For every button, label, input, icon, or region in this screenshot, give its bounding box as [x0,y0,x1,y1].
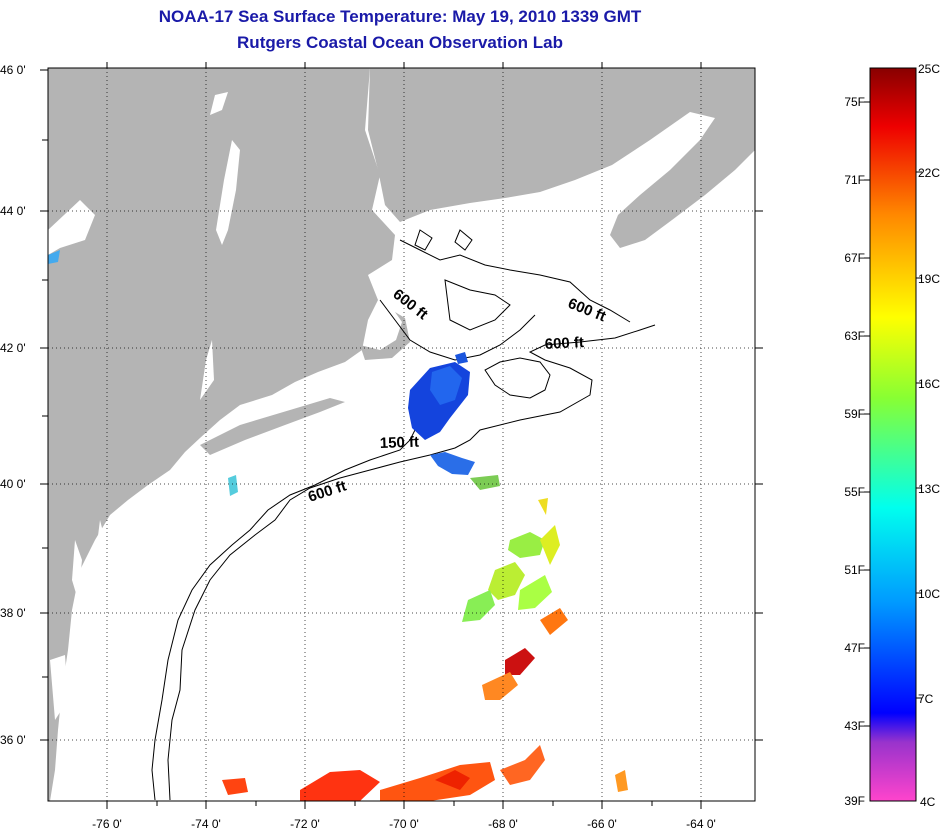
map-subtitle: Rutgers Coastal Ocean Observation Lab [237,33,563,52]
colorbar-label-7c: 7C [918,692,934,706]
lon-label-72: -72 0' [290,817,320,831]
map-frame [47,67,756,802]
map-title: NOAA-17 Sea Surface Temperature: May 19,… [158,7,642,26]
isobath-150ft [151,419,421,801]
colorbar-label-47f: 47F [844,641,865,655]
colorbar-label-19c: 19C [918,272,940,286]
lat-label-38: 38 0' [0,606,26,620]
colorbar-label-59f: 59F [844,407,865,421]
longitude-labels: -76 0' -74 0' -72 0' -70 0' -68 0' -66 0… [92,817,716,831]
nova-scotia-land [368,68,755,248]
lon-label-68: -68 0' [488,817,518,831]
lon-label-74: -74 0' [191,817,221,831]
axis-ticks [40,62,763,809]
colorbar-label-25c: 25C [918,62,940,76]
contour-label-150ft: 150 ft [380,434,420,452]
colorbar-label-55f: 55F [844,485,865,499]
long-island-land [200,398,345,455]
colorbar-label-67f: 67F [844,251,865,265]
colorbar-gradient [869,67,917,802]
colorbar-label-51f: 51F [844,563,865,577]
lat-label-44: 44 0' [0,204,26,218]
lat-label-42: 42 0' [0,341,26,355]
lat-label-46: 46 0' [0,63,26,77]
map-area: 600 ft 600 ft 600 ft 150 ft 600 ft [48,68,755,801]
colorbar-label-10c: 10C [918,587,940,601]
cape-cod-land [360,312,410,360]
lon-label-64: -64 0' [686,817,716,831]
colorbar-label-16c: 16C [918,377,940,391]
lat-label-40: 40 0' [0,477,26,491]
colorbar-label-71f: 71F [844,173,865,187]
latitude-labels: 46 0' 44 0' 42 0' 40 0' 38 0' 36 0' [0,63,26,747]
colorbar-label-43f: 43F [844,719,865,733]
contour-label-600ft-georges: 600 ft [544,334,584,353]
colorbar-label-13c: 13C [918,482,940,496]
temperature-colorbar: 75F 71F 67F 63F 59F 55F 51F 47F 43F 39F … [844,62,940,809]
colorbar-label-4c: 4C [920,795,936,809]
colorbar-label-39f: 39F [844,794,865,808]
colorbar-label-22c: 22C [918,166,940,180]
lon-label-76: -76 0' [92,817,122,831]
colorbar-label-75f: 75F [844,95,865,109]
lat-label-36: 36 0' [0,733,26,747]
sst-data-patches [48,250,628,801]
lon-label-66: -66 0' [587,817,617,831]
us-mainland-land [48,68,395,801]
colorbar-label-63f: 63F [844,329,865,343]
lon-label-70: -70 0' [389,817,419,831]
